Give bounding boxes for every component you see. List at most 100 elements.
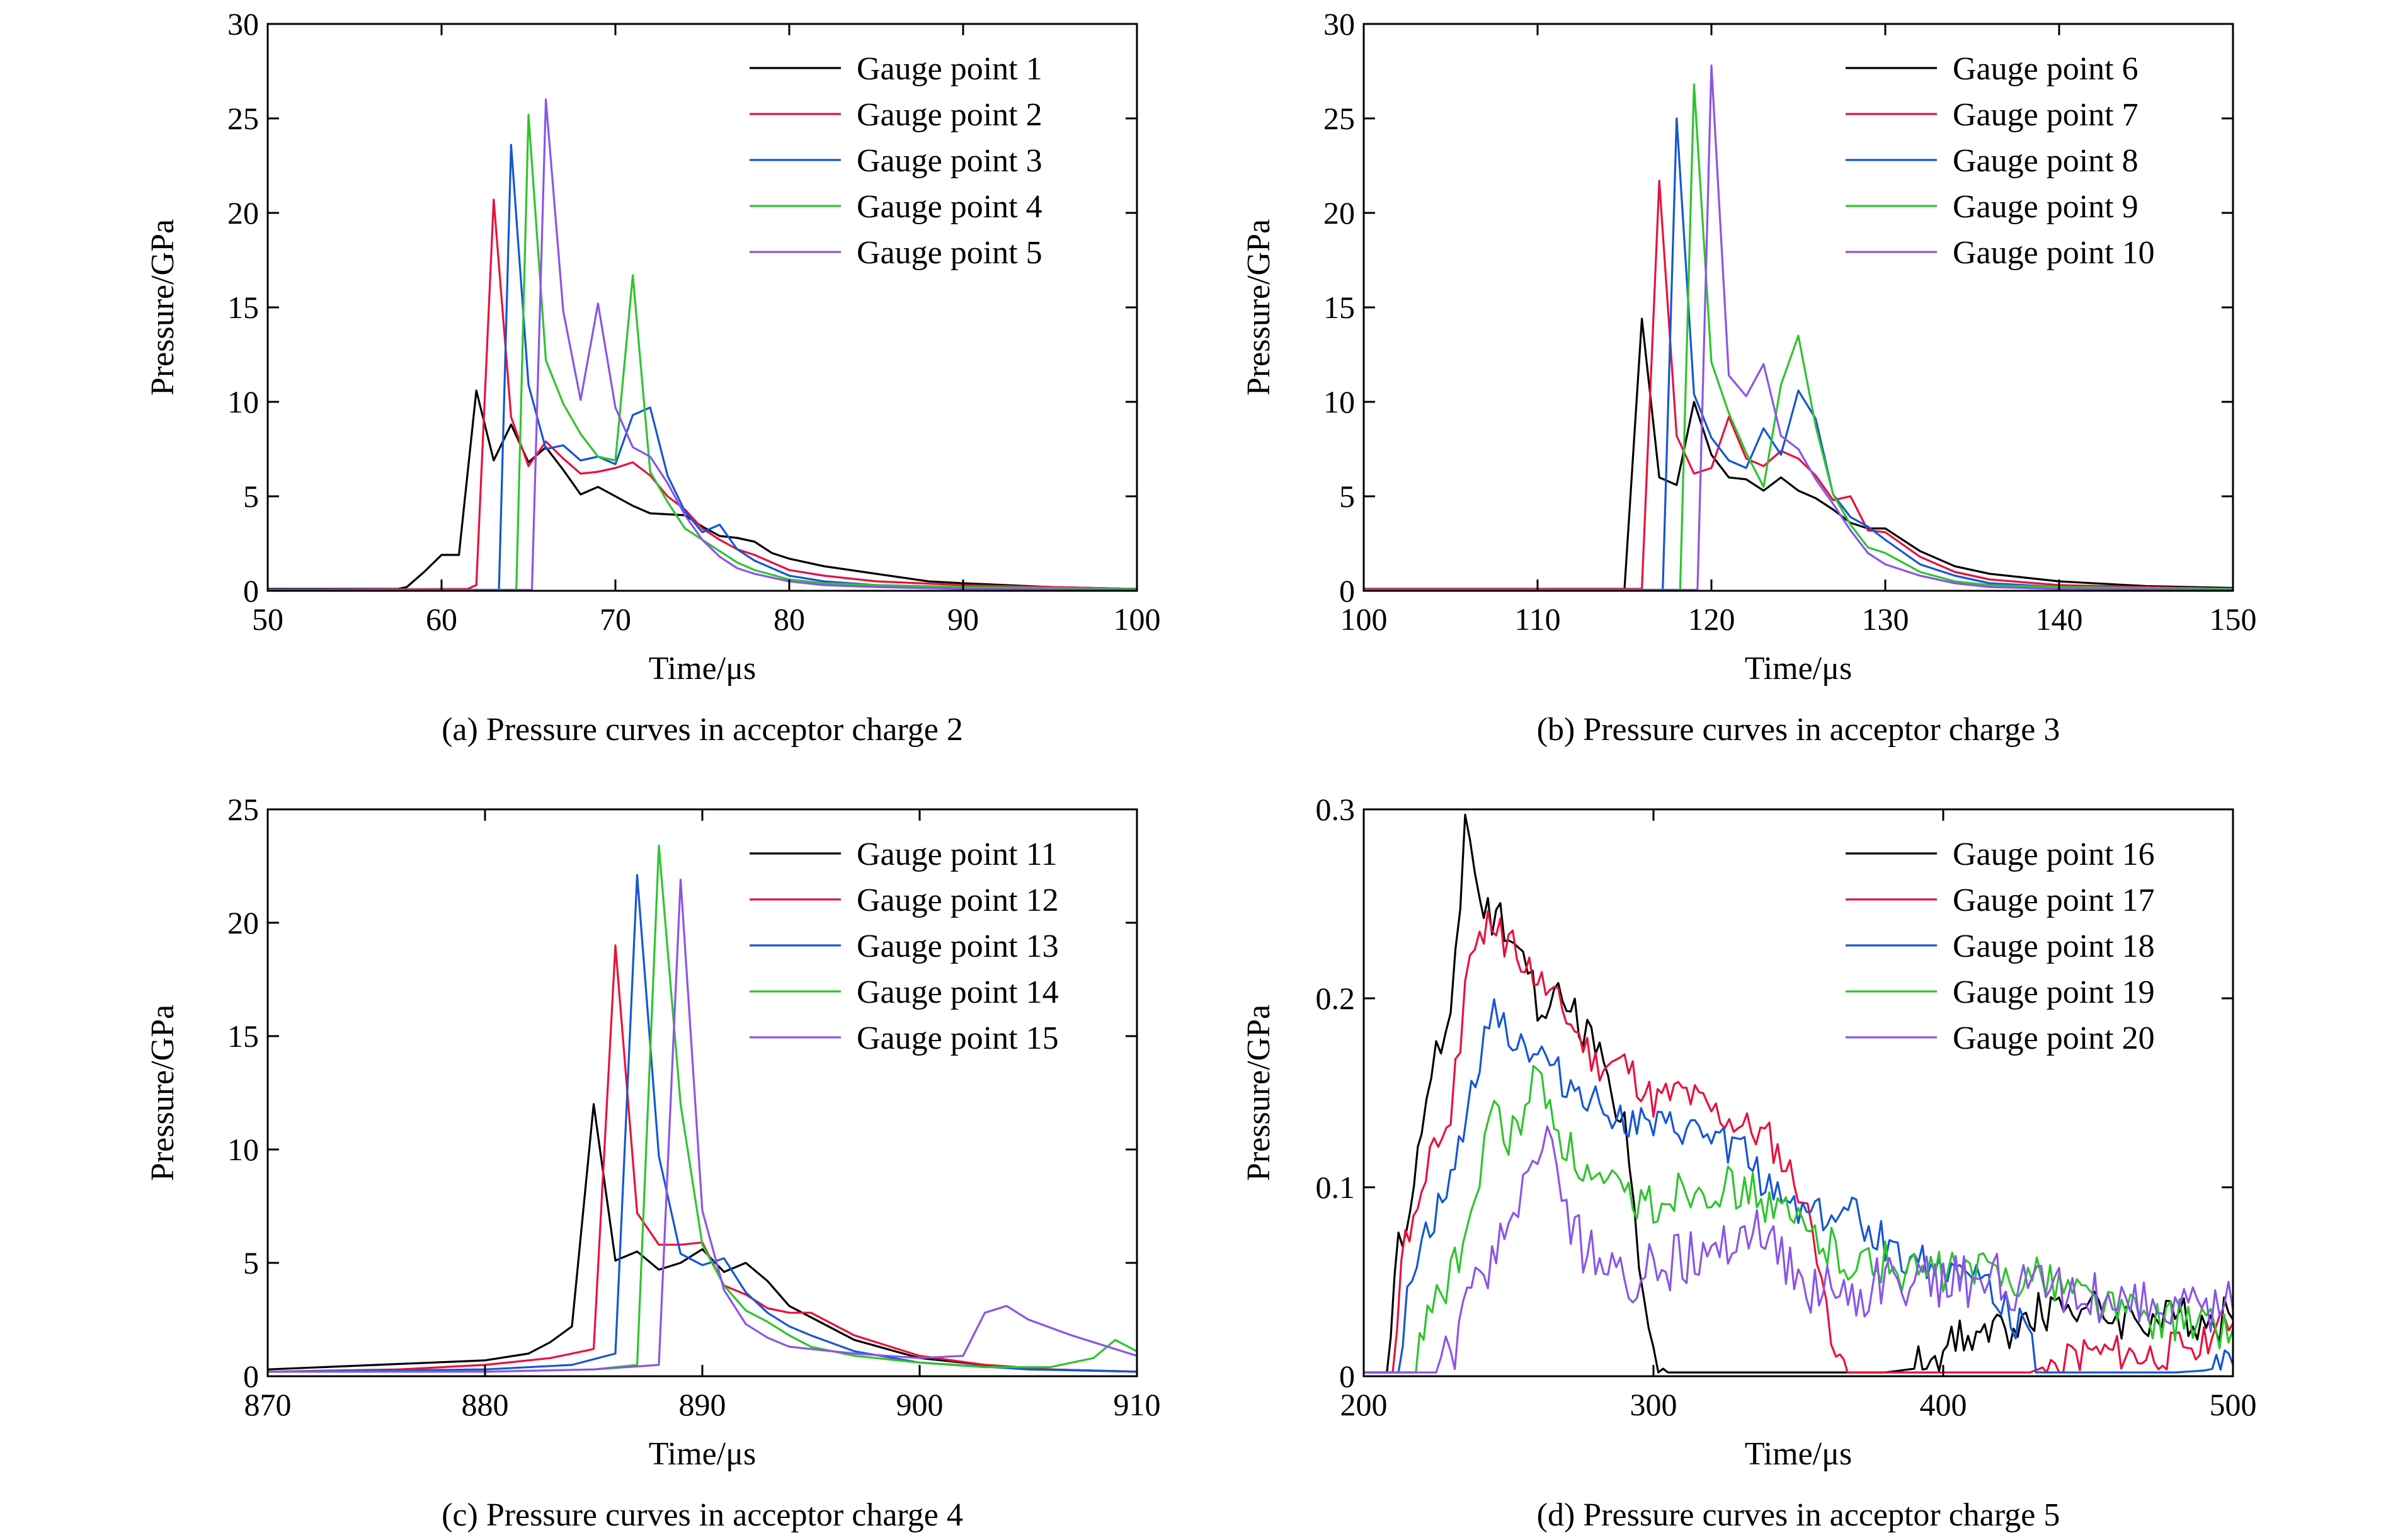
- legend-label: Gauge point 9: [1953, 189, 2138, 225]
- y-axis-title: Pressure/GPa: [145, 219, 181, 396]
- x-tick-label: 50: [252, 602, 283, 637]
- series-line-2: [268, 198, 1137, 591]
- series-line-1: [268, 1103, 1137, 1373]
- y-tick-label: 25: [227, 792, 259, 827]
- series-line-4: [1364, 83, 2233, 591]
- legend-label: Gauge point 18: [1953, 928, 2155, 964]
- series-group: [268, 845, 1137, 1373]
- legend: Gauge point 1 Gauge point 2 Gauge point 3 G…: [750, 51, 1042, 271]
- legend-label: Gauge point 17: [1953, 882, 2155, 918]
- legend-label: Gauge point 11: [857, 836, 1058, 872]
- y-tick-label: 0.2: [1316, 981, 1356, 1016]
- y-tick-label: 5: [243, 1245, 259, 1280]
- series-line-1: [1364, 317, 2233, 590]
- x-tick-label: 130: [1862, 602, 1909, 637]
- legend-label: Gauge point 7: [1953, 97, 2138, 133]
- series-line-4: [268, 113, 1137, 591]
- legend-label: Gauge point 4: [857, 189, 1042, 225]
- legend-label: Gauge point 1: [857, 51, 1042, 87]
- y-tick-label: 10: [227, 1132, 259, 1167]
- series-line-4: [1364, 1064, 2233, 1374]
- series-group: [1364, 64, 2233, 591]
- x-tick-label: 100: [1114, 602, 1161, 637]
- x-axis-title: Time/μs: [1745, 651, 1852, 687]
- panel-d: 200 300 400 500 0 0.1 0.2 0.3 Time/μs Pressure/GP…: [1241, 792, 2257, 1533]
- y-tick-label: 15: [227, 1018, 259, 1054]
- legend-label: Gauge point 10: [1953, 235, 2155, 271]
- series-line-5: [1364, 64, 2233, 591]
- y-tick-label: 0: [243, 573, 259, 608]
- panel-caption: (c) Pressure curves in acceptor charge 4: [442, 1497, 963, 1533]
- x-tick-label: 200: [1340, 1387, 1388, 1422]
- y-tick-label: 0: [243, 1359, 259, 1394]
- panel-caption: (a) Pressure curves in acceptor charge 2: [442, 712, 963, 748]
- x-tick-label: 80: [774, 602, 805, 637]
- legend: Gauge point 11 Gauge point 12 Gauge point …: [750, 836, 1059, 1056]
- series-line-5: [268, 98, 1137, 591]
- y-tick-label: 30: [1323, 6, 1355, 42]
- y-tick-label: 0.1: [1316, 1170, 1356, 1205]
- y-axis-title: Pressure/GPa: [1241, 219, 1277, 396]
- x-tick-label: 120: [1688, 602, 1735, 637]
- legend-label: Gauge point 15: [857, 1020, 1059, 1056]
- x-tick-label: 60: [426, 602, 457, 637]
- series-line-1: [268, 389, 1137, 590]
- y-tick-label: 20: [227, 905, 259, 940]
- x-tick-label: 870: [244, 1387, 292, 1422]
- legend-label: Gauge point 20: [1953, 1020, 2155, 1056]
- x-tick-label: 100: [1340, 602, 1388, 637]
- y-tick-label: 0.3: [1316, 792, 1356, 827]
- x-axis-title: Time/μs: [1745, 1436, 1852, 1472]
- series-line-5: [1364, 1125, 2233, 1374]
- x-axis-title: Time/μs: [649, 1436, 756, 1472]
- panel-caption: (b) Pressure curves in acceptor charge 3: [1537, 712, 2060, 748]
- y-tick-label: 0: [1339, 1359, 1355, 1394]
- legend-label: Gauge point 19: [1953, 974, 2155, 1010]
- plot-frame: [1362, 808, 2234, 1377]
- y-tick-label: 10: [227, 384, 259, 419]
- panel-caption: (d) Pressure curves in acceptor charge 5: [1537, 1497, 2060, 1533]
- legend-label: Gauge point 8: [1953, 143, 2138, 179]
- y-tick-label: 15: [1323, 290, 1355, 325]
- x-tick-label: 90: [947, 602, 979, 637]
- y-tick-label: 25: [227, 101, 259, 136]
- legend-label: Gauge point 2: [857, 97, 1042, 133]
- x-tick-label: 400: [1920, 1387, 1967, 1422]
- y-tick-label: 20: [227, 195, 259, 231]
- y-tick-label: 30: [227, 6, 259, 42]
- panel-b: 100 110 120 130 140 150 0 5 10 15 20 25 30 Time/μs Pre…: [1241, 6, 2257, 748]
- x-tick-label: 500: [2210, 1387, 2257, 1422]
- series-group: [268, 98, 1137, 591]
- legend-label: Gauge point 6: [1953, 51, 2138, 87]
- panel-c: 870 880 890 900 910 0 5 10 15 20 25 Time/μs Pressure…: [145, 792, 1161, 1533]
- series-line-2: [1364, 910, 2233, 1374]
- x-tick-label: 880: [462, 1387, 509, 1422]
- series-line-2: [1364, 180, 2233, 590]
- y-tick-label: 5: [243, 479, 259, 514]
- panel-a: 50 60 70 80 90 100 0 5 10 15 20 25 30 Time/μs Pressure…: [145, 6, 1161, 748]
- legend: Gauge point 6 Gauge point 7 Gauge point 8 G…: [1846, 51, 2155, 271]
- legend-label: Gauge point 13: [857, 928, 1059, 964]
- x-tick-label: 70: [600, 602, 631, 637]
- legend-label: Gauge point 3: [857, 143, 1042, 179]
- y-tick-label: 0: [1339, 573, 1355, 608]
- y-tick-label: 20: [1323, 195, 1355, 231]
- series-line-1: [1364, 813, 2233, 1374]
- series-line-5: [268, 879, 1137, 1373]
- x-axis-title: Time/μs: [649, 651, 756, 687]
- series-group: [1364, 813, 2233, 1374]
- series-line-3: [1364, 117, 2233, 591]
- series-line-3: [1364, 998, 2233, 1374]
- x-tick-label: 900: [896, 1387, 944, 1422]
- x-tick-label: 890: [679, 1387, 726, 1422]
- legend-label: Gauge point 5: [857, 235, 1042, 271]
- x-tick-label: 110: [1514, 602, 1560, 637]
- y-tick-label: 25: [1323, 101, 1355, 136]
- x-tick-label: 300: [1630, 1387, 1677, 1422]
- legend-label: Gauge point 14: [857, 974, 1059, 1010]
- legend-label: Gauge point 16: [1953, 836, 2155, 872]
- y-axis-title: Pressure/GPa: [145, 1005, 181, 1181]
- y-tick-label: 15: [227, 290, 259, 325]
